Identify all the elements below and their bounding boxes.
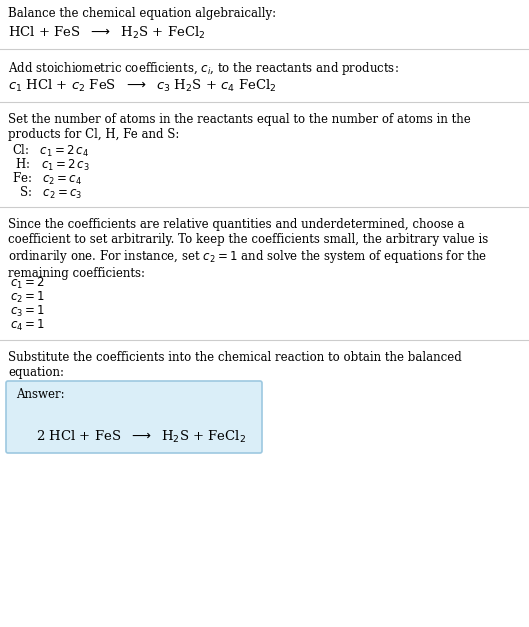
Text: Since the coefficients are relative quantities and underdetermined, choose a
coe: Since the coefficients are relative quan… bbox=[8, 218, 488, 280]
Text: H:   $c_1 = 2\,c_3$: H: $c_1 = 2\,c_3$ bbox=[12, 157, 90, 173]
Text: HCl + FeS  $\longrightarrow$  H$_2$S + FeCl$_2$: HCl + FeS $\longrightarrow$ H$_2$S + FeC… bbox=[8, 25, 206, 41]
Text: $c_1$ HCl + $c_2$ FeS  $\longrightarrow$  $c_3$ H$_2$S + $c_4$ FeCl$_2$: $c_1$ HCl + $c_2$ FeS $\longrightarrow$ … bbox=[8, 78, 277, 94]
Text: Substitute the coefficients into the chemical reaction to obtain the balanced
eq: Substitute the coefficients into the che… bbox=[8, 351, 462, 379]
Text: $c_2 = 1$: $c_2 = 1$ bbox=[10, 290, 45, 305]
Text: Answer:: Answer: bbox=[16, 388, 65, 401]
Text: Fe:   $c_2 = c_4$: Fe: $c_2 = c_4$ bbox=[12, 171, 82, 187]
Text: S:   $c_2 = c_3$: S: $c_2 = c_3$ bbox=[12, 185, 82, 201]
Text: Cl:   $c_1 = 2\,c_4$: Cl: $c_1 = 2\,c_4$ bbox=[12, 143, 89, 159]
Text: $c_1 = 2$: $c_1 = 2$ bbox=[10, 276, 45, 291]
Text: Set the number of atoms in the reactants equal to the number of atoms in the
pro: Set the number of atoms in the reactants… bbox=[8, 113, 471, 141]
Text: Balance the chemical equation algebraically:: Balance the chemical equation algebraica… bbox=[8, 7, 276, 20]
Text: $c_3 = 1$: $c_3 = 1$ bbox=[10, 304, 45, 319]
FancyBboxPatch shape bbox=[6, 381, 262, 453]
Text: Add stoichiometric coefficients, $c_i$, to the reactants and products:: Add stoichiometric coefficients, $c_i$, … bbox=[8, 60, 399, 77]
Text: $c_4 = 1$: $c_4 = 1$ bbox=[10, 318, 45, 333]
Text: 2 HCl + FeS  $\longrightarrow$  H$_2$S + FeCl$_2$: 2 HCl + FeS $\longrightarrow$ H$_2$S + F… bbox=[36, 429, 246, 445]
